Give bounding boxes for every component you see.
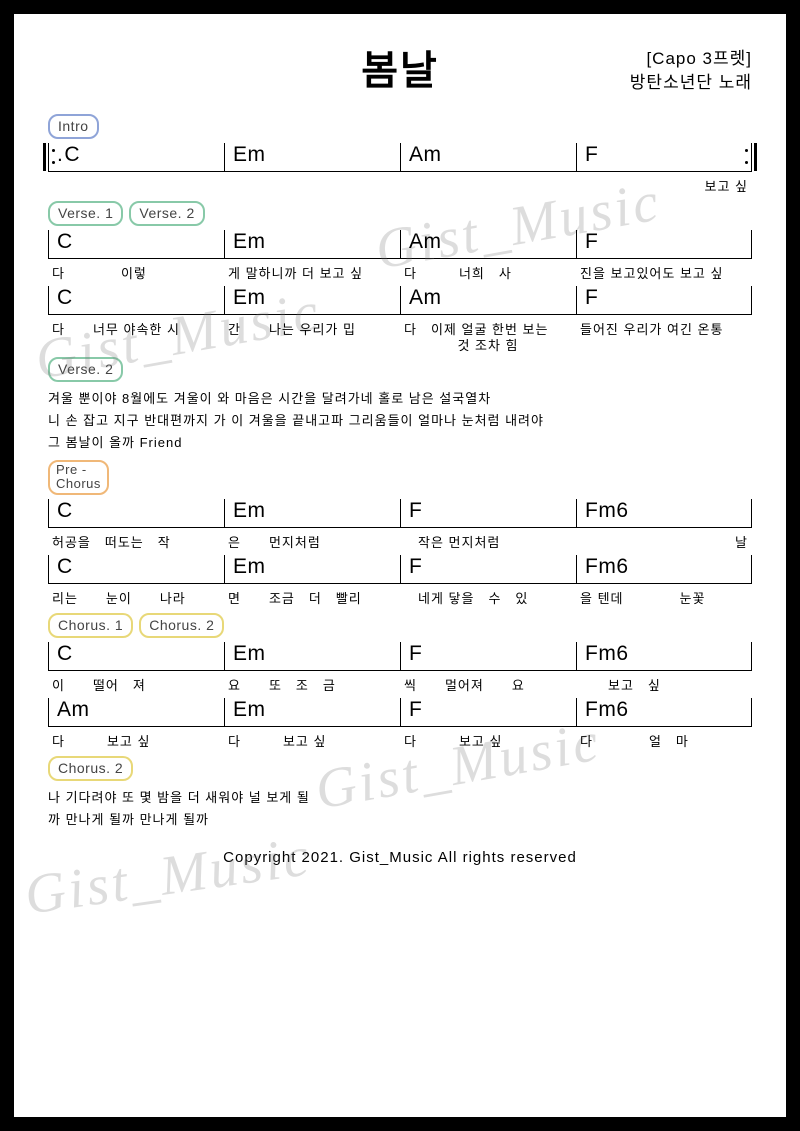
- tag-chorus1: Chorus. 1: [48, 613, 133, 638]
- section-tag-row: Intro: [48, 114, 752, 139]
- section-tag-row: Verse. 1 Verse. 2: [48, 201, 752, 226]
- chord: Fm6: [585, 698, 629, 722]
- lyric-line: 니 손 잡고 지구 반대편까지 가 이 겨울을 끝내고파 그리움들이 얼마나 눈…: [48, 410, 752, 432]
- chord: Am: [409, 230, 442, 254]
- chord: F: [585, 143, 598, 167]
- lyric: 이 떨어 져: [48, 671, 224, 694]
- staff-verse-b: C Em Am F 다 너무 야속한 시 간 나는 우리가 밉 다 이제 얼굴 …: [48, 286, 752, 351]
- lyric: [48, 172, 224, 195]
- tag-chorus2: Chorus. 2: [139, 613, 224, 638]
- chord: Am: [409, 143, 442, 167]
- copyright: Copyright 2021. Gist_Music All rights re…: [48, 849, 752, 866]
- chord: Em: [233, 555, 266, 579]
- lyric: 날: [576, 528, 752, 551]
- chord: F: [409, 499, 422, 523]
- tag-verse1: Verse. 1: [48, 201, 123, 226]
- chord: F: [585, 286, 598, 310]
- chord: C: [57, 642, 73, 666]
- chord: Am: [57, 698, 90, 722]
- lyric: [400, 172, 576, 195]
- lyric: 작은 먼지처럼: [400, 528, 576, 551]
- lyric: 들어진 우리가 여긴 온통: [576, 315, 752, 351]
- tag-chorus2b: Chorus. 2: [48, 756, 133, 781]
- chord: C: [57, 143, 80, 167]
- chord: Em: [233, 143, 266, 167]
- chord: Em: [233, 286, 266, 310]
- chord: C: [57, 499, 73, 523]
- chord: Em: [233, 642, 266, 666]
- page: Gist_Music Gist_Music Gist_Music Gist_Mu…: [14, 14, 786, 1117]
- section-tag-row: Chorus. 1 Chorus. 2: [48, 613, 752, 638]
- lyric: 은 먼지처럼: [224, 528, 400, 551]
- chord: Am: [409, 286, 442, 310]
- lyric: 씩 멀어져 요: [400, 671, 576, 694]
- chord: Fm6: [585, 555, 629, 579]
- lyric: 다 얼 마: [576, 727, 752, 750]
- lyric: 진을 보고있어도 보고 싶: [576, 259, 752, 282]
- lyric: 다 이렇: [48, 259, 224, 282]
- chord: C: [57, 286, 73, 310]
- lyric: 다 보고 싶: [400, 727, 576, 750]
- tag-prechorus: Pre - Chorus: [48, 460, 109, 494]
- lyric: 을 텐데 눈꽃: [576, 584, 752, 607]
- tag-intro: Intro: [48, 114, 99, 139]
- lyric-line: 나 기다려야 또 몇 밤을 더 새워야 널 보게 될: [48, 787, 752, 809]
- header: 봄날 [Capo 3프렛] 방탄소년단 노래: [48, 38, 752, 108]
- lyric: 면 조금 더 빨리: [224, 584, 400, 607]
- chord: Em: [233, 698, 266, 722]
- staff-chorus-b: Am Em F Fm6 다 보고 싶 다 보고 싶 다 보고 싶 다 얼 마: [48, 698, 752, 750]
- staff-pre-a: C Em F Fm6 허공을 떠도는 작 은 먼지처럼 작은 먼지처럼 날: [48, 499, 752, 551]
- lyric: 다 이제 얼굴 한번 보는것 조차 힘: [400, 315, 576, 351]
- lyric-line: 겨울 뿐이야 8월에도 겨울이 와 마음은 시간을 달려가네 홀로 남은 설국열…: [48, 388, 752, 410]
- lyric: 보고 싶: [576, 172, 752, 195]
- lyric: 다 보고 싶: [224, 727, 400, 750]
- chord: Fm6: [585, 499, 629, 523]
- lyric: 네게 닿을 수 있: [400, 584, 576, 607]
- lyric: 다 너희 사: [400, 259, 576, 282]
- staff-intro: C Em Am F 보고 싶: [48, 143, 752, 195]
- lyric: [224, 172, 400, 195]
- lyric: 보고 싶: [576, 671, 752, 694]
- lyric: 다 너무 야속한 시: [48, 315, 224, 351]
- chord: F: [585, 230, 598, 254]
- tag-verse2: Verse. 2: [129, 201, 204, 226]
- chord: F: [409, 642, 422, 666]
- section-tag-row: Pre - Chorus: [48, 460, 752, 494]
- lyric: 요 또 조 금: [224, 671, 400, 694]
- lyric: 게 말하니까 더 보고 싶: [224, 259, 400, 282]
- chord: F: [409, 698, 422, 722]
- lyric: 허공을 떠도는 작: [48, 528, 224, 551]
- lyric-line: 까 만나게 될까 만나게 될까: [48, 809, 752, 831]
- capo-label: [Capo 3프렛]: [646, 44, 752, 69]
- section-tag-row: Verse. 2: [48, 357, 752, 382]
- staff-chorus-a: C Em F Fm6 이 떨어 져 요 또 조 금 씩 멀어져 요 보고 싶: [48, 642, 752, 694]
- staff-pre-b: C Em F Fm6 리는 눈이 나라 면 조금 더 빨리 네게 닿을 수 있 …: [48, 555, 752, 607]
- chord: C: [57, 230, 73, 254]
- watermark: Gist_Music: [21, 824, 315, 927]
- chord: C: [57, 555, 73, 579]
- staff-verse-a: C Em Am F 다 이렇 게 말하니까 더 보고 싶 다 너희 사 진을 보…: [48, 230, 752, 282]
- artist-label: 방탄소년단 노래: [630, 68, 752, 93]
- lyric: 간 나는 우리가 밉: [224, 315, 400, 351]
- lyric-line: 그 봄날이 올까 Friend: [48, 432, 752, 454]
- chord: Fm6: [585, 642, 629, 666]
- chorus2-text: 나 기다려야 또 몇 밤을 더 새워야 널 보게 될 까 만나게 될까 만나게 …: [48, 787, 752, 831]
- tag-verse2b: Verse. 2: [48, 357, 123, 382]
- chord: F: [409, 555, 422, 579]
- section-tag-row: Chorus. 2: [48, 756, 752, 781]
- lyric: 리는 눈이 나라: [48, 584, 224, 607]
- verse2-text: 겨울 뿐이야 8월에도 겨울이 와 마음은 시간을 달려가네 홀로 남은 설국열…: [48, 388, 752, 454]
- chord: Em: [233, 499, 266, 523]
- chord: Em: [233, 230, 266, 254]
- lyric: 다 보고 싶: [48, 727, 224, 750]
